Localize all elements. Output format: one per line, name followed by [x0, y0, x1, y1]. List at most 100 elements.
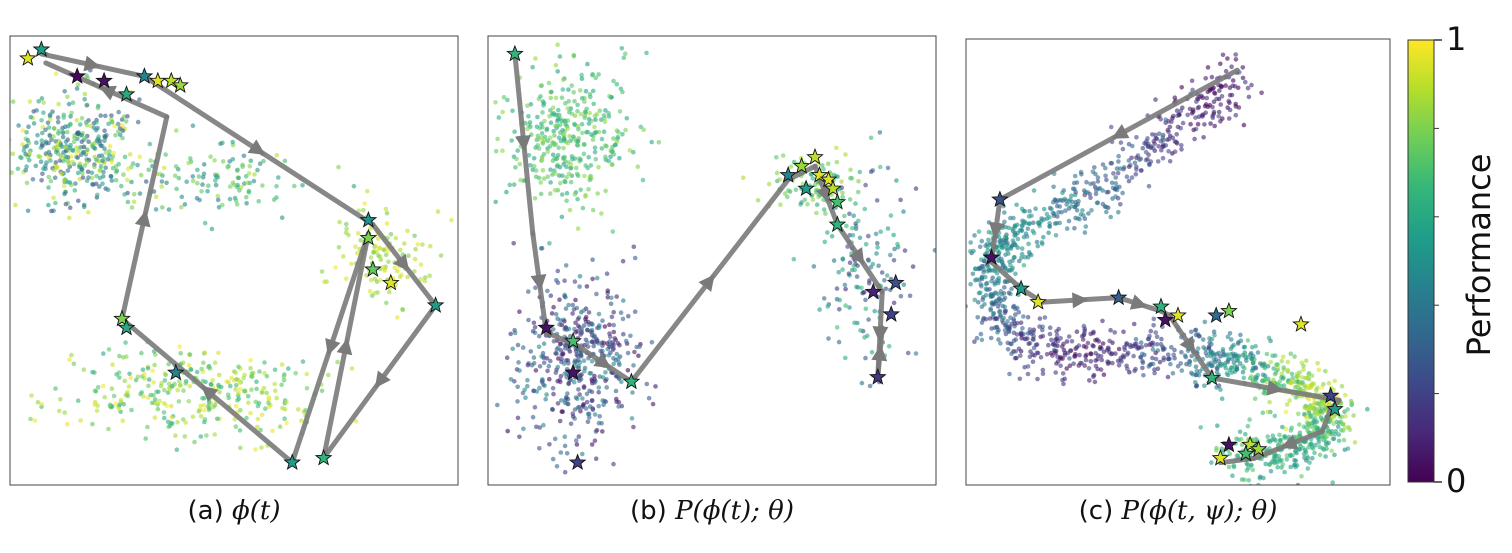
scatter-point: [1025, 331, 1031, 336]
scatter-point: [578, 111, 584, 117]
scatter-point: [428, 243, 433, 249]
scatter-point: [373, 243, 378, 249]
scatter-point: [1079, 333, 1085, 339]
scatter-point: [1073, 215, 1078, 221]
scatter-point: [1203, 76, 1208, 81]
scatter-point: [167, 387, 173, 392]
scatter-point: [559, 119, 565, 124]
scatter-point: [593, 75, 599, 81]
scatter-point: [116, 406, 122, 412]
scatter-point: [1305, 466, 1311, 471]
scatter-point: [608, 154, 613, 160]
scatter-point: [585, 327, 590, 333]
scatter-point: [194, 369, 200, 375]
scatter-point: [108, 174, 114, 179]
scatter-point: [525, 362, 531, 368]
scatter-point: [1343, 414, 1348, 419]
scatter-point: [1087, 378, 1092, 383]
checkpoint-star: [779, 165, 798, 183]
scatter-point: [1240, 65, 1246, 70]
checkpoint-star: [1156, 310, 1175, 328]
scatter-point: [1233, 52, 1238, 57]
scatter-point: [1229, 337, 1234, 342]
scatter-point: [34, 108, 39, 113]
scatter-point: [1047, 331, 1053, 337]
scatter-point: [1011, 338, 1017, 344]
scatter-point: [1212, 123, 1217, 129]
scatter-point: [212, 402, 218, 408]
scatter-point: [67, 122, 73, 127]
trajectory-arrowhead: [1266, 379, 1284, 396]
scatter-point: [593, 456, 599, 462]
scatter-point: [553, 351, 558, 356]
scatter-point: [1231, 360, 1237, 366]
scatter-point: [279, 362, 285, 367]
scatter-point: [248, 158, 254, 164]
scatter-point: [589, 377, 594, 382]
scatter-point: [181, 388, 186, 393]
scatter-point: [550, 152, 556, 158]
scatter-point: [227, 196, 233, 202]
scatter-point: [979, 337, 985, 343]
scatter-point: [74, 118, 80, 123]
scatter-point: [1003, 265, 1008, 271]
scatter-point: [564, 164, 569, 170]
scatter-point: [556, 112, 562, 118]
colorbar-tick-max: 1: [1446, 20, 1466, 58]
scatter-point: [46, 174, 52, 180]
scatter-point: [614, 82, 620, 87]
scatter-point: [577, 274, 583, 279]
scatter-point: [979, 257, 984, 262]
scatter-point: [554, 464, 560, 469]
scatter-point: [1049, 206, 1054, 212]
scatter-point: [1126, 164, 1132, 169]
scatter-point: [1086, 211, 1091, 216]
scatter-point: [145, 424, 150, 430]
scatter-point: [111, 150, 116, 156]
scatter-point: [583, 88, 589, 94]
scatter-point: [559, 409, 565, 414]
scatter-point: [544, 392, 549, 397]
scatter-point: [978, 331, 984, 337]
scatter-point: [296, 407, 301, 412]
scatter-point: [594, 275, 600, 281]
scatter-point: [40, 130, 45, 136]
scatter-point: [1189, 78, 1195, 84]
scatter-point: [592, 149, 598, 155]
scatter-point: [53, 71, 59, 76]
scatter-point: [1093, 350, 1098, 356]
scatter-point: [1220, 52, 1226, 58]
scatter-point: [233, 370, 238, 376]
scatter-point: [1203, 347, 1208, 352]
scatter-point: [175, 420, 180, 425]
scatter-point: [120, 123, 125, 128]
scatter-point: [533, 56, 538, 61]
scatter-point: [138, 172, 144, 178]
scatter-point: [555, 42, 560, 47]
scatter-point: [149, 400, 155, 406]
scatter-point: [508, 377, 514, 382]
scatter-point: [168, 420, 174, 426]
scatter-point: [582, 365, 588, 371]
scatter-point: [1188, 121, 1193, 127]
scatter-point: [173, 164, 179, 169]
scatter-point: [1042, 315, 1048, 320]
scatter-point: [1271, 377, 1276, 383]
scatter-point: [1035, 350, 1041, 356]
scatter-point: [358, 238, 364, 243]
scatter-point: [369, 293, 375, 299]
scatter-point: [56, 101, 61, 107]
scatter-point: [187, 383, 193, 389]
scatter-point: [567, 207, 573, 213]
scatter-point: [575, 109, 580, 114]
scatter-point: [261, 158, 266, 164]
scatter-point: [619, 379, 624, 385]
scatter-point: [551, 129, 556, 134]
trajectory-arrowhead: [1072, 292, 1089, 309]
scatter-point: [146, 167, 151, 173]
scatter-point: [1282, 434, 1288, 439]
scatter-point: [37, 154, 43, 160]
scatter-point: [562, 319, 567, 324]
scatter-point: [983, 292, 989, 298]
scatter-point: [1019, 332, 1024, 338]
